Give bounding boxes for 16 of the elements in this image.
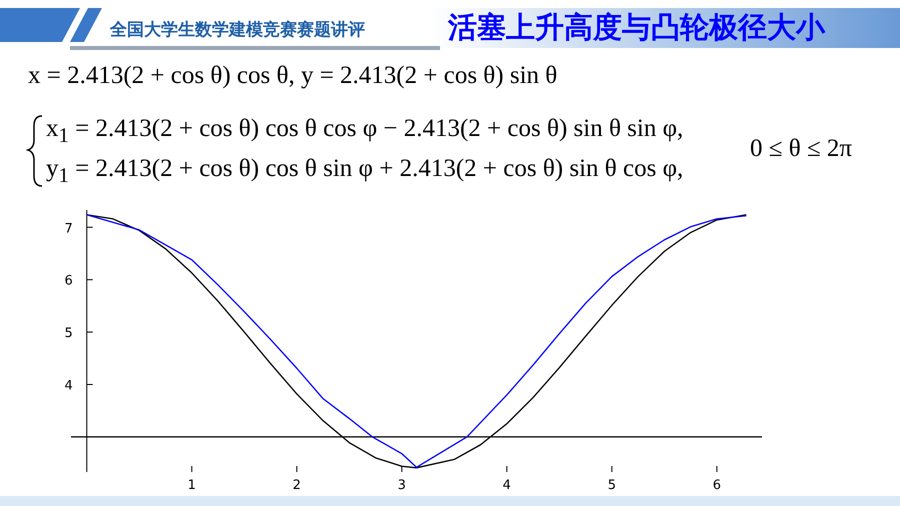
text: x = 2.413(2 + cos θ) cos θ, y = 2.413(2 + cos θ) sin θ xyxy=(28,62,558,90)
text: y$_{1}$ = 2.413(2 + cos θ) cos θ sin φ + 2.413(2 + cos θ) sin θ cos φ, xyxy=(46,155,684,188)
x-tick-label: 4 xyxy=(502,478,511,493)
x-tick-label: 3 xyxy=(398,478,406,493)
y-tick-label: 5 xyxy=(64,326,73,342)
text: x$_{1}$ = 2.413(2 + cos θ) cos θ cos φ − 2.413(2 + cos θ) sin θ sin φ, xyxy=(46,115,684,148)
chart-subtitle: 全国大学生数学建模竞赛赛题讲评 xyxy=(110,19,365,41)
x-tick-label: 5 xyxy=(608,478,616,493)
y-tick-label: 6 xyxy=(64,274,73,289)
text: 0 ≤ θ ≤ 2π xyxy=(750,135,852,163)
y-tick-label: 7 xyxy=(64,221,73,236)
y-tick-label: 4 xyxy=(64,378,73,394)
x-tick-label: 6 xyxy=(712,478,721,493)
x-tick-label: 2 xyxy=(292,478,301,493)
x-tick-label: 1 xyxy=(188,478,196,493)
chart-title: 活塞上升高度与凸轮极径大小 xyxy=(448,9,825,46)
